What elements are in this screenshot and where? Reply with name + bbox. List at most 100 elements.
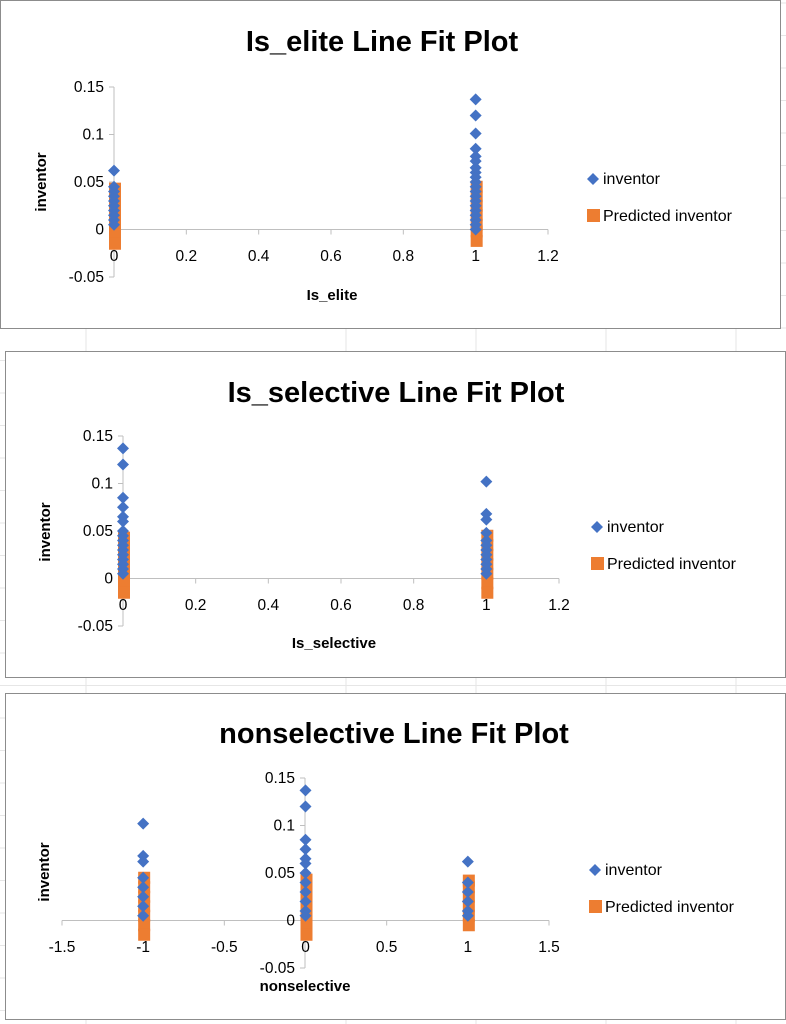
inventor-point <box>108 164 120 177</box>
inventor-point <box>137 871 150 884</box>
y-tick-label: -0.05 <box>78 618 113 635</box>
inventor-point <box>461 895 474 908</box>
x-tick-label: 0.6 <box>320 248 342 265</box>
chart-title: nonselective Line Fit Plot <box>219 718 569 750</box>
y-tick-label: 0 <box>95 222 104 239</box>
y-axis-title: inventor <box>33 152 50 211</box>
legend-inventor-label: inventor <box>607 519 665 536</box>
x-tick-label: 0.6 <box>330 597 352 614</box>
predicted-inventor-point <box>109 237 121 250</box>
x-tick-label: 0 <box>110 248 119 265</box>
legend[interactable]: inventor Predicted inventor <box>587 171 733 225</box>
inventor-point <box>469 142 482 155</box>
y-tick-label: 0.15 <box>265 770 295 787</box>
inventor-point <box>469 127 482 140</box>
inventor-point <box>299 857 312 870</box>
x-tick-label: 1 <box>482 597 491 614</box>
x-tick-label: -1 <box>136 939 150 956</box>
y-tick-label: 0.1 <box>273 818 295 835</box>
x-tick-label: 0.8 <box>393 248 415 265</box>
y-tick-label: 0.05 <box>83 523 113 540</box>
predicted-inventor-point <box>138 919 151 932</box>
inventor-point <box>480 526 493 539</box>
y-tick-label: 0.05 <box>74 174 104 191</box>
predicted-inventor-point <box>138 928 151 941</box>
predicted-inventor-point <box>118 577 130 590</box>
predicted-inventor-point <box>481 577 494 590</box>
x-tick-label: 0.2 <box>176 248 198 265</box>
inventor-point <box>480 513 493 526</box>
x-axis-title: Is_selective <box>292 635 376 652</box>
inventor-point <box>137 890 150 903</box>
legend[interactable]: inventor Predicted inventor <box>591 519 737 573</box>
inventor-point <box>299 876 312 889</box>
y-tick-label: -0.05 <box>69 269 104 286</box>
legend-predicted-marker <box>587 209 600 222</box>
inventor-point <box>299 895 312 908</box>
inventor-point <box>108 218 120 231</box>
inventor-point <box>117 567 129 580</box>
inventor-point <box>137 817 150 830</box>
inventor-point <box>480 475 493 488</box>
inventor-point <box>480 567 493 580</box>
x-tick-label: 1 <box>471 248 480 265</box>
legend-predicted-marker <box>589 900 602 913</box>
inventor-point <box>299 843 312 856</box>
chart-title: Is_selective Line Fit Plot <box>228 377 565 409</box>
inventor-point <box>137 909 150 922</box>
x-tick-label: 1.2 <box>537 248 559 265</box>
y-tick-label: 0.1 <box>82 127 104 144</box>
y-tick-label: 0.05 <box>265 865 295 882</box>
inventor-point <box>469 93 482 106</box>
inventor-point <box>461 909 474 922</box>
inventor-point <box>117 515 129 528</box>
is-selective-chart-canvas: Is_selective Line Fit Plot inventor Is_s… <box>37 377 737 652</box>
inventor-point <box>117 442 129 455</box>
predicted-inventor-point <box>109 228 121 241</box>
x-tick-label: -0.5 <box>211 939 238 956</box>
inventor-point <box>117 491 129 504</box>
chart-title: Is_elite Line Fit Plot <box>246 26 519 58</box>
inventor-point <box>299 867 312 879</box>
inventor-point <box>299 909 312 922</box>
y-tick-label: 0.1 <box>91 476 113 493</box>
y-tick-label: 0 <box>286 913 295 930</box>
x-tick-label: 0.2 <box>185 597 207 614</box>
x-tick-label: 0.4 <box>258 597 280 614</box>
inventor-point <box>299 833 312 846</box>
inventor-point <box>137 900 150 913</box>
nonselective-chart[interactable]: nonselective Line Fit Plot inventor nons… <box>5 693 786 1020</box>
plot-area: -0.05 0 0.05 0.1 0.15 0 0.2 0.4 0.6 0.8 1 1.2 <box>78 428 570 635</box>
legend-inventor-marker <box>587 173 599 185</box>
x-tick-label: 1.5 <box>538 939 560 956</box>
is-elite-chart[interactable]: Is_elite Line Fit Plot inventor Is_elite… <box>0 0 781 329</box>
x-tick-label: 1.2 <box>548 597 570 614</box>
legend-inventor-label: inventor <box>603 171 661 188</box>
inventor-point <box>469 223 482 236</box>
is-selective-chart[interactable]: Is_selective Line Fit Plot inventor Is_s… <box>5 351 786 678</box>
plot-area: -0.05 0 0.05 0.1 0.15 -1.5 -1 -0.5 0 0.5 1 1.5 <box>49 770 560 977</box>
x-tick-label: 0 <box>119 597 128 614</box>
legend-predicted-label: Predicted inventor <box>605 899 735 916</box>
x-axis-title: Is_elite <box>307 287 358 304</box>
predicted-inventor-point <box>470 234 483 247</box>
legend[interactable]: inventor Predicted inventor <box>589 862 735 916</box>
legend-inventor-marker <box>589 864 601 876</box>
inventor-point <box>137 855 150 868</box>
nonselective-chart-canvas: nonselective Line Fit Plot inventor nons… <box>36 718 735 995</box>
inventor-point <box>461 855 474 868</box>
predicted-inventor-point <box>462 919 475 932</box>
predicted-inventor-point <box>300 928 313 941</box>
legend-inventor-marker <box>591 521 603 533</box>
predicted-inventor-point <box>481 586 494 599</box>
inventor-point <box>461 886 474 898</box>
inventor-point <box>117 458 129 471</box>
y-axis-title: inventor <box>37 502 54 561</box>
predicted-inventor-point <box>300 919 313 932</box>
legend-inventor-label: inventor <box>605 862 663 879</box>
inventor-point <box>469 109 482 122</box>
inventor-point <box>461 876 474 889</box>
y-tick-label: 0.15 <box>83 428 113 445</box>
x-tick-label: 0 <box>301 939 310 956</box>
legend-predicted-label: Predicted inventor <box>603 208 733 225</box>
